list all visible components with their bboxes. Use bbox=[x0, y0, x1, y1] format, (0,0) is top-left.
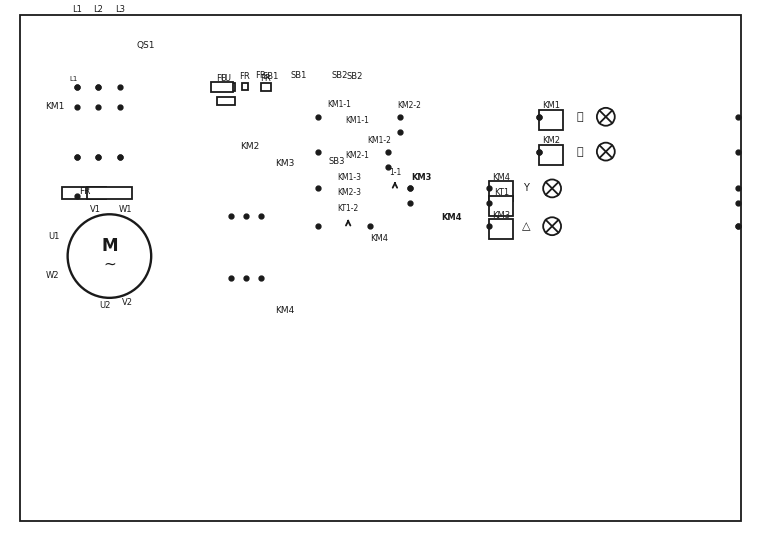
Text: V1: V1 bbox=[90, 205, 101, 214]
Text: KM4: KM4 bbox=[492, 173, 511, 182]
Text: SB2: SB2 bbox=[347, 72, 363, 81]
Text: W1: W1 bbox=[119, 205, 132, 214]
Bar bbox=[540, 145, 563, 165]
Text: KM2: KM2 bbox=[240, 142, 259, 151]
Text: KM3: KM3 bbox=[412, 173, 432, 182]
Text: KM4: KM4 bbox=[370, 234, 388, 243]
Text: FU: FU bbox=[216, 75, 228, 84]
Text: SB1: SB1 bbox=[263, 72, 279, 81]
Text: △: △ bbox=[522, 221, 530, 231]
Circle shape bbox=[543, 217, 561, 235]
Text: FR: FR bbox=[255, 71, 266, 79]
Text: KM1-1: KM1-1 bbox=[327, 100, 351, 109]
Text: ~: ~ bbox=[103, 257, 116, 272]
Text: KM2: KM2 bbox=[542, 136, 560, 145]
Text: KT1-2: KT1-2 bbox=[338, 204, 358, 213]
Circle shape bbox=[68, 214, 151, 298]
Text: FU: FU bbox=[220, 75, 231, 84]
Text: U1: U1 bbox=[48, 232, 59, 241]
Text: KM3: KM3 bbox=[492, 211, 511, 220]
Bar bbox=[489, 219, 514, 239]
Text: KM1: KM1 bbox=[542, 101, 560, 110]
Text: FR: FR bbox=[260, 75, 271, 84]
Text: KM1-3: KM1-3 bbox=[337, 173, 361, 182]
Text: KM1-1: KM1-1 bbox=[345, 116, 369, 125]
Text: W2: W2 bbox=[46, 271, 59, 280]
Text: 反: 反 bbox=[577, 147, 583, 157]
Circle shape bbox=[597, 143, 615, 161]
Bar bbox=[87, 188, 132, 199]
Text: M: M bbox=[101, 237, 118, 255]
Text: L1: L1 bbox=[69, 76, 78, 82]
Circle shape bbox=[597, 108, 615, 126]
Text: 正: 正 bbox=[577, 112, 583, 122]
Bar bbox=[540, 110, 563, 130]
Text: KM1: KM1 bbox=[45, 102, 65, 111]
Text: Y: Y bbox=[524, 183, 529, 193]
Bar bbox=[217, 97, 234, 105]
Text: KM4: KM4 bbox=[441, 213, 462, 222]
Text: 1-1: 1-1 bbox=[389, 168, 401, 177]
Text: SB1: SB1 bbox=[290, 71, 307, 79]
Text: SB2: SB2 bbox=[331, 71, 348, 79]
Text: KM2-2: KM2-2 bbox=[397, 101, 421, 110]
Text: KM3: KM3 bbox=[275, 159, 295, 168]
Text: KM2-3: KM2-3 bbox=[337, 188, 361, 197]
Bar bbox=[217, 83, 234, 91]
Text: V2: V2 bbox=[122, 299, 133, 307]
Text: KM4: KM4 bbox=[275, 306, 295, 315]
Text: KM1-2: KM1-2 bbox=[367, 136, 391, 145]
Text: L2: L2 bbox=[94, 5, 103, 14]
Text: SB3: SB3 bbox=[329, 157, 345, 166]
Circle shape bbox=[543, 180, 561, 197]
Bar bbox=[242, 83, 247, 90]
Text: KT1: KT1 bbox=[494, 188, 509, 197]
Text: QS1: QS1 bbox=[136, 41, 154, 50]
Bar bbox=[489, 196, 514, 216]
Text: U2: U2 bbox=[99, 301, 110, 310]
Bar bbox=[62, 188, 107, 199]
Text: KM2-1: KM2-1 bbox=[345, 151, 369, 160]
Text: L3: L3 bbox=[116, 5, 126, 14]
Bar bbox=[489, 182, 514, 202]
Text: FR: FR bbox=[239, 72, 250, 81]
Bar bbox=[260, 83, 271, 91]
Text: FR: FR bbox=[79, 187, 91, 196]
Bar bbox=[211, 82, 233, 92]
Text: L1: L1 bbox=[72, 5, 81, 14]
